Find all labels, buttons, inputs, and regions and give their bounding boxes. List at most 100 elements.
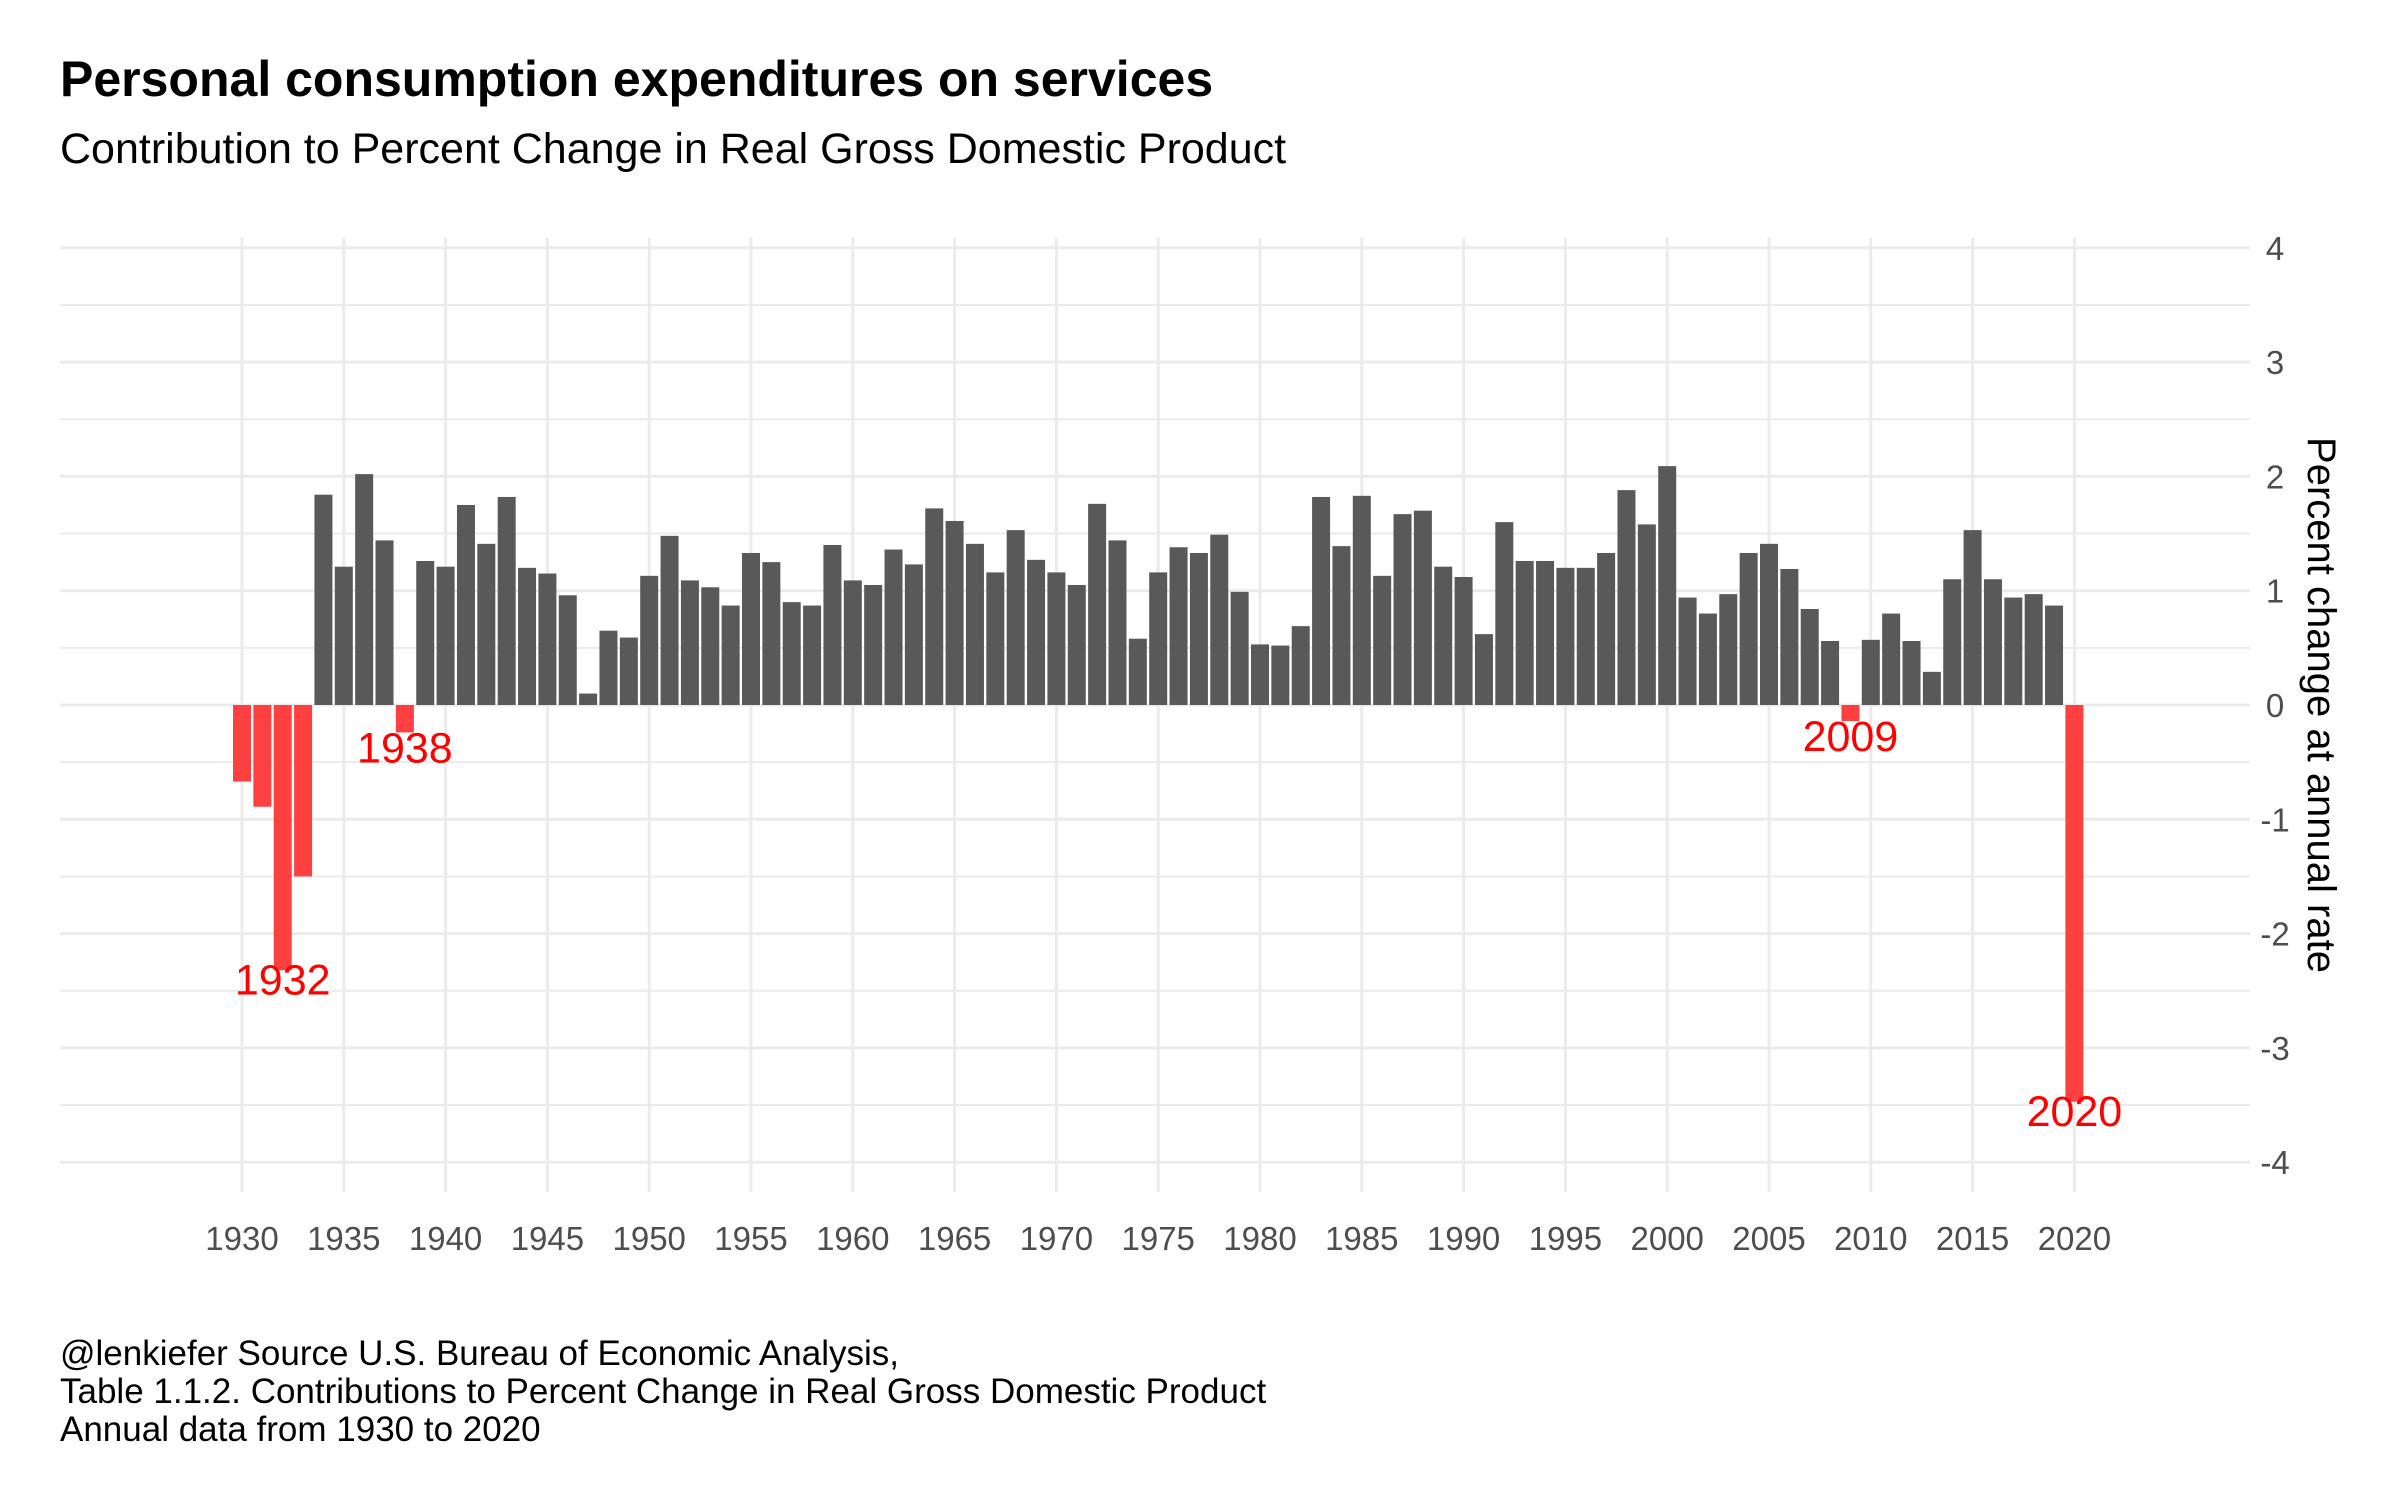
- bar-1974: [1128, 638, 1147, 705]
- bar-1953: [701, 587, 720, 705]
- bar-2012: [1902, 640, 1921, 705]
- bar-1988: [1413, 510, 1432, 705]
- major-gridlines: [60, 237, 2250, 1193]
- bar-1992: [1495, 522, 1514, 705]
- bar-2008: [1821, 640, 1840, 705]
- bar-1948: [599, 630, 618, 705]
- x-tick-label: 1975: [1121, 1220, 1194, 1257]
- bar-1990: [1454, 576, 1473, 705]
- bar-2011: [1882, 613, 1901, 705]
- bar-2010: [1861, 639, 1880, 705]
- bar-1956: [762, 562, 781, 705]
- x-tick-label: 1950: [612, 1220, 685, 1257]
- annotation-1932: 1932: [235, 956, 331, 1004]
- annotation-2020: 2020: [2027, 1088, 2123, 1136]
- bar-1963: [904, 564, 923, 705]
- bar-2016: [1983, 579, 2002, 705]
- bar-1946: [558, 595, 577, 705]
- bar-1952: [680, 580, 699, 705]
- y-tick-label: -1: [2260, 801, 2289, 838]
- bar-1998: [1617, 490, 1636, 705]
- y-tick-label: -2: [2260, 916, 2289, 953]
- bar-1937: [375, 540, 394, 705]
- bar-2019: [2045, 605, 2064, 705]
- bar-1941: [456, 504, 475, 705]
- bar-1995: [1556, 567, 1575, 705]
- bar-2020: [2065, 705, 2084, 1102]
- bar-1957: [782, 602, 801, 705]
- bar-1982: [1291, 626, 1310, 705]
- bar-1978: [1210, 534, 1229, 705]
- chart-subtitle: Contribution to Percent Change in Real G…: [60, 125, 1287, 173]
- y-tick-label: -3: [2260, 1030, 2289, 1067]
- x-tick-label: 1990: [1427, 1220, 1500, 1257]
- x-tick-label: 1995: [1529, 1220, 1602, 1257]
- chart-title: Personal consumption expenditures on ser…: [60, 51, 1214, 107]
- bar-1934: [314, 494, 333, 705]
- bar-1981: [1271, 645, 1290, 705]
- caption-line-1: @lenkiefer Source U.S. Bureau of Economi…: [60, 1334, 899, 1373]
- bar-1936: [355, 474, 374, 705]
- x-tick-label: 1985: [1325, 1220, 1398, 1257]
- bar-1940: [436, 566, 455, 705]
- bar-1993: [1515, 560, 1534, 705]
- bar-1971: [1067, 584, 1086, 705]
- y-tick-label: 1: [2266, 573, 2284, 610]
- y-axis-ticks: 4 3 2 1 0 -1 -2 -3 -4: [2260, 230, 2289, 1181]
- x-tick-label: 2020: [2038, 1220, 2111, 1257]
- bar-1966: [965, 543, 984, 705]
- bar-1997: [1597, 552, 1616, 705]
- bar-1980: [1251, 644, 1269, 705]
- x-tick-label: 1960: [816, 1220, 889, 1257]
- bar-1950: [640, 575, 659, 705]
- bar-2006: [1780, 568, 1799, 705]
- bar-1968: [1006, 530, 1025, 705]
- y-axis-label: Percent change at annual rate: [2299, 437, 2343, 973]
- bar-1930: [233, 705, 251, 782]
- bar-1951: [660, 535, 679, 705]
- bar-1967: [986, 572, 1005, 705]
- bar-1973: [1108, 540, 1127, 705]
- bar-1939: [416, 560, 435, 705]
- bar-1954: [721, 605, 740, 705]
- bar-1970: [1047, 572, 1066, 705]
- y-tick-label: 0: [2266, 687, 2284, 724]
- x-tick-label: 1930: [205, 1220, 278, 1257]
- x-tick-label: 1970: [1020, 1220, 1093, 1257]
- bar-2003: [1719, 594, 1738, 705]
- bar-1942: [477, 543, 496, 705]
- bar-1987: [1393, 514, 1412, 705]
- bar-1955: [742, 552, 760, 705]
- bar-2009: [1841, 705, 1860, 722]
- x-tick-label: 1935: [307, 1220, 380, 1257]
- bar-1959: [823, 544, 842, 705]
- x-tick-label: 2010: [1834, 1220, 1907, 1257]
- bar-1996: [1576, 567, 1595, 705]
- bar-1960: [843, 580, 862, 705]
- bar-1985: [1352, 495, 1371, 705]
- bar-1938: [395, 705, 414, 733]
- x-tick-label: 2015: [1936, 1220, 2009, 1257]
- x-tick-label: 1945: [511, 1220, 584, 1257]
- bar-1943: [497, 496, 516, 705]
- bar-1976: [1169, 547, 1188, 705]
- bar-1945: [538, 573, 557, 705]
- bar-2005: [1760, 543, 1778, 705]
- bar-1962: [884, 549, 903, 705]
- caption-line-2: Table 1.1.2. Contributions to Percent Ch…: [60, 1372, 1267, 1411]
- bar-1983: [1312, 496, 1331, 705]
- annotation-2009: 2009: [1803, 713, 1899, 761]
- bar-1994: [1536, 560, 1555, 705]
- bar-1931: [253, 705, 272, 807]
- annotations-group: 1932 1938 2009 2020: [235, 713, 2122, 1136]
- x-axis-ticks: 1930 1935 1940 1945 1950 1955 1960 1965 1970 1975…: [205, 1220, 2111, 1257]
- y-tick-label: 4: [2266, 230, 2284, 267]
- x-tick-label: 1965: [918, 1220, 991, 1257]
- bar-1999: [1637, 524, 1656, 705]
- bar-2001: [1678, 597, 1697, 705]
- x-tick-label: 2000: [1630, 1220, 1703, 1257]
- bar-2000: [1658, 466, 1677, 705]
- bar-1964: [925, 508, 944, 705]
- bar-1969: [1027, 559, 1046, 705]
- bar-1935: [334, 566, 353, 705]
